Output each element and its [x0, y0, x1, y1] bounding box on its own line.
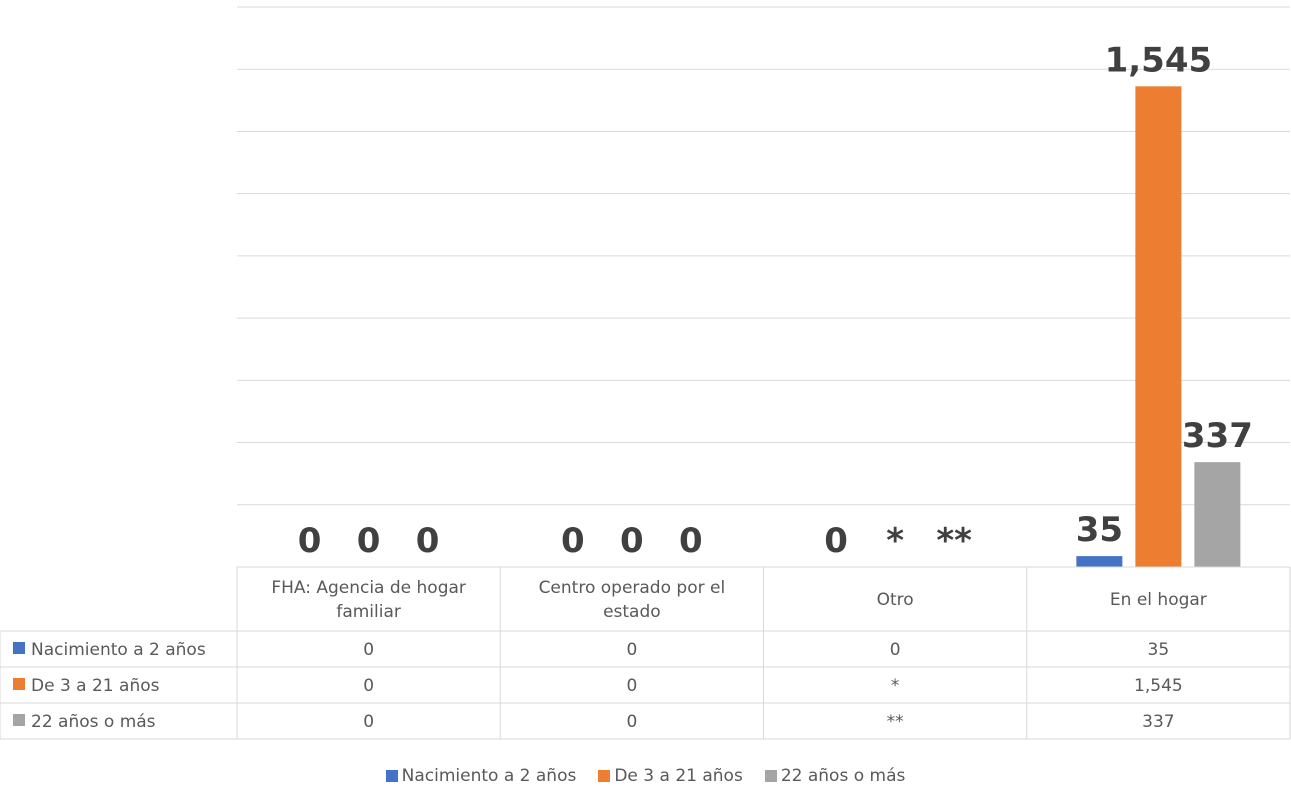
gridlines: [237, 6, 1290, 568]
legend-item: De 3 a 21 años: [598, 766, 743, 786]
legend-swatch: [385, 770, 398, 782]
bars: [1076, 86, 1241, 567]
table-cell: *: [891, 676, 900, 696]
series-name: Nacimiento a 2 años: [31, 640, 206, 660]
legend-item: Nacimiento a 2 años: [385, 766, 577, 786]
table-cell: 0: [626, 640, 637, 660]
bar: [1076, 556, 1123, 567]
table-cell: 337: [1142, 712, 1174, 732]
table-cell: 0: [626, 712, 637, 732]
category-label: familiar: [336, 602, 401, 622]
table-cell: 0: [363, 712, 374, 732]
data-label: 0: [679, 521, 703, 561]
series-name: 22 años o más: [31, 712, 156, 732]
category-label: FHA: Agencia de hogar: [271, 578, 466, 598]
data-label: **: [936, 521, 972, 561]
table-cell: 0: [890, 640, 901, 660]
legend-swatch: [764, 770, 777, 782]
series-name: De 3 a 21 años: [31, 676, 160, 696]
data-table: FHA: Agencia de hogar familiar Centro oper…: [0, 566, 1291, 740]
data-label: 0: [620, 521, 644, 561]
table-cell: 1,545: [1134, 676, 1183, 696]
bar: [1135, 86, 1182, 567]
bar: [1194, 462, 1241, 567]
table-cell: 0: [626, 676, 637, 696]
data-label: 1,545: [1105, 40, 1213, 80]
table-cell: **: [887, 712, 904, 732]
table-cell: 35: [1148, 640, 1170, 660]
category-label: Centro operado por el: [539, 578, 726, 598]
data-label: 337: [1182, 416, 1253, 456]
table-cell: 0: [363, 676, 374, 696]
data-label: 0: [357, 521, 381, 561]
category-label: Otro: [877, 590, 914, 610]
data-label: 0: [824, 521, 848, 561]
category-label: En el hogar: [1110, 590, 1207, 610]
legend-key: [13, 678, 25, 690]
legend-label: 22 años o más: [780, 766, 906, 786]
legend-swatch: [598, 770, 611, 782]
legend-key: [13, 642, 25, 654]
data-label: 35: [1076, 510, 1123, 550]
data-label: 0: [416, 521, 440, 561]
legend: Nacimiento a 2 años De 3 a 21 años 22 años…: [0, 766, 1291, 786]
table-cell: 0: [363, 640, 374, 660]
legend-label: De 3 a 21 años: [614, 766, 743, 786]
category-label: estado: [603, 602, 661, 622]
data-label: 0: [561, 521, 585, 561]
legend-item: 22 años o más: [764, 766, 906, 786]
data-label: 0: [298, 521, 322, 561]
data-label: *: [886, 521, 904, 561]
legend-key: [13, 714, 25, 726]
legend-label: Nacimiento a 2 años: [401, 766, 577, 786]
